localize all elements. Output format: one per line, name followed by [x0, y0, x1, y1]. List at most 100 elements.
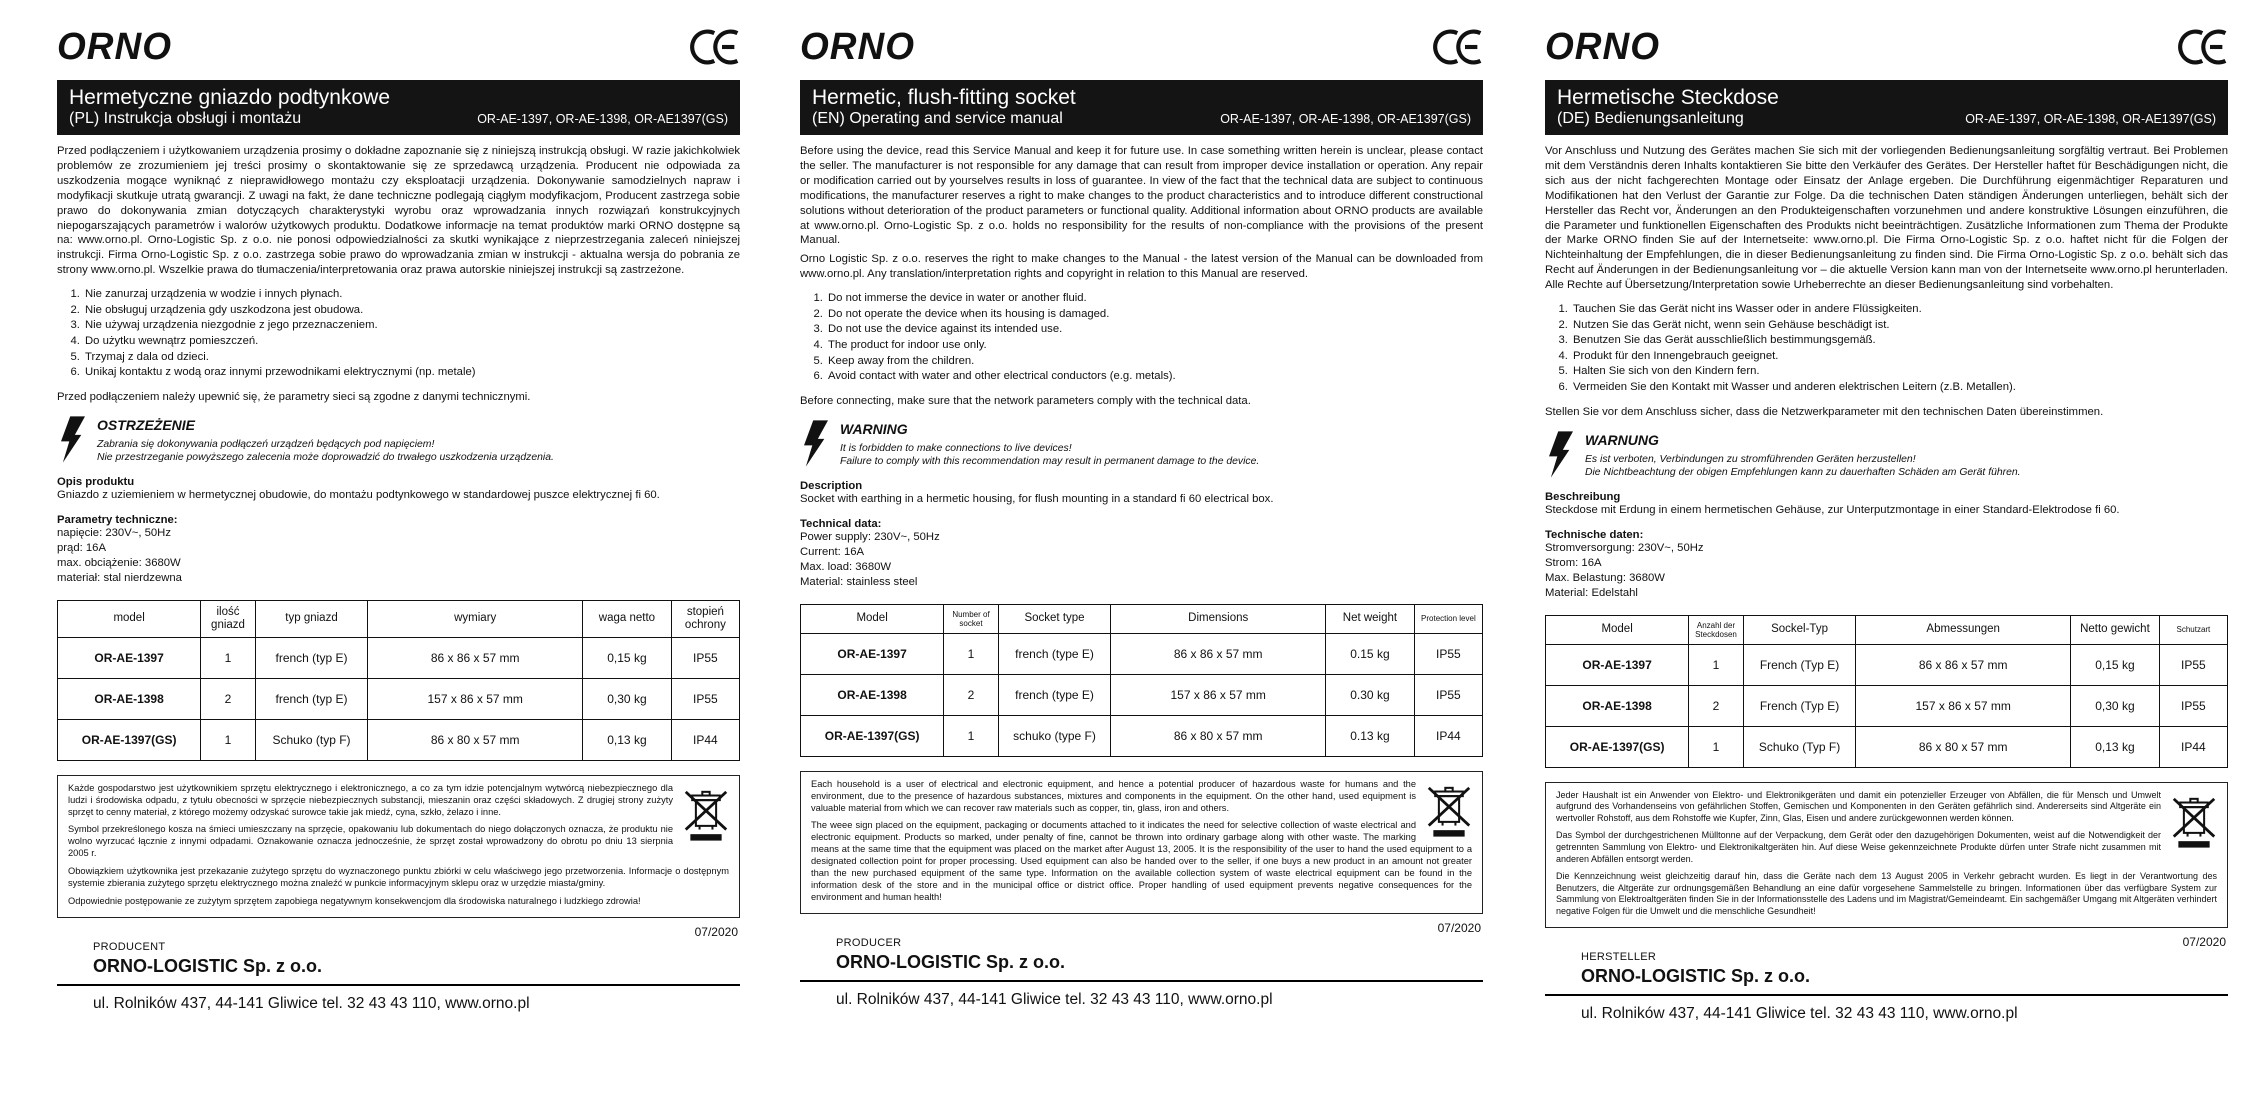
tech-line: Material: stainless steel — [800, 575, 918, 588]
table-header-row: model ilość gniazd typ gniazd wymiary wa… — [56, 599, 741, 638]
title-bar: Hermetische Steckdose (DE) Bedienungsanl… — [1545, 80, 2228, 135]
col-header: Number of socket — [943, 603, 999, 634]
table-row: OR-AE-1397(GS) 1 schuko (type F) 86 x 80… — [799, 714, 1484, 757]
rule-item: Nie obsługuj urządzenia gdy uszkodzona j… — [83, 303, 740, 319]
rule-item: Trzymaj z dala od dzieci. — [83, 350, 740, 366]
product-title: Hermetische Steckdose — [1557, 86, 1779, 109]
company-name: ORNO-LOGISTIC Sp. z o.o. — [93, 955, 322, 976]
col-header: Net weight — [1325, 603, 1415, 634]
ce-mark-icon — [1433, 29, 1482, 65]
rule-item: Do not use the device against its intend… — [826, 322, 1483, 338]
producer-footer: HERSTELLER ORNO-LOGISTIC Sp. z o.o. ul. … — [1545, 951, 2228, 1023]
weee-paragraph: Each household is a user of electrical a… — [811, 778, 1416, 813]
orno-logo: ORNO — [1545, 25, 1660, 68]
footer-divider — [57, 983, 740, 986]
ce-mark-icon — [2178, 29, 2227, 65]
rule-item: Nie używaj urządzenia niezgodnie z jego … — [83, 318, 740, 334]
tech-line: Current: 16A — [800, 546, 865, 559]
technical-heading: Technische daten: — [1545, 529, 1644, 542]
warning-line: Failure to comply with this recommendati… — [840, 456, 1260, 468]
col-header: stopień ochrony — [670, 599, 741, 638]
rule-item: Nie zanurzaj urządzenia w wodzie i innyc… — [83, 287, 740, 303]
weee-paragraph: The weee sign placed on the equipment, p… — [811, 820, 1472, 902]
warning-box: WARNUNG Es ist verboten, Verbindungen zu… — [1549, 430, 2228, 481]
lightning-bolt-icon — [61, 416, 85, 463]
producer-footer: PRODUCER ORNO-LOGISTIC Sp. z o.o. ul. Ro… — [800, 937, 1483, 1009]
table-row: OR-AE-1397(GS) 1 Schuko (typ F) 86 x 80 … — [56, 718, 741, 761]
table-row: OR-AE-1398 2 french (type E) 157 x 86 x … — [799, 673, 1484, 716]
warning-line: Zabrania się dokonywania podłączeń urząd… — [97, 438, 435, 450]
warning-line: Die Nichtbeachtung der obigen Empfehlung… — [1585, 467, 2021, 479]
col-header: waga netto — [582, 599, 672, 638]
col-header: Protection level — [1413, 603, 1484, 634]
rule-item: The product for indoor use only. — [826, 338, 1483, 354]
edition-date: 07/2020 — [2182, 934, 2226, 949]
table-row: OR-AE-1398 2 French (Typ E) 157 x 86 x 5… — [1544, 684, 2229, 727]
title-bar: Hermetic, flush-fitting socket (EN) Oper… — [800, 80, 1483, 135]
col-header: Sockel-Typ — [1742, 614, 1857, 645]
orno-logo: ORNO — [800, 25, 915, 68]
pre-warning-note: Before connecting, make sure that the ne… — [800, 394, 1251, 407]
company-address: ul. Rolników 437, 44-141 Gliwice tel. 32… — [93, 994, 530, 1012]
warning-title: WARNUNG — [1585, 431, 1659, 448]
rule-item: Do not immerse the device in water or an… — [826, 291, 1483, 307]
tech-line: Max. Belastung: 3680W — [1545, 571, 1665, 584]
spec-table: Model Anzahl der Steckdosen Sockel-Typ A… — [1544, 614, 2229, 768]
producer-footer: PRODUCENT ORNO-LOGISTIC Sp. z o.o. ul. R… — [57, 941, 740, 1013]
rule-item: Unikaj kontaktu z wodą oraz innymi przew… — [83, 365, 740, 381]
weee-paragraph: Jeder Haushalt ist ein Anwender von Elek… — [1556, 789, 2161, 823]
col-header: Schutzart — [2158, 614, 2229, 645]
table-header-row: Model Anzahl der Steckdosen Sockel-Typ A… — [1544, 614, 2229, 645]
tech-line: Strom: 16A — [1545, 556, 1602, 569]
model-numbers: OR-AE-1397, OR-AE-1398, OR-AE1397(GS) — [477, 112, 728, 126]
edition-date: 07/2020 — [694, 924, 738, 939]
intro-paragraph: Before using the device, read this Servi… — [800, 145, 1483, 247]
col-header: Anzahl der Steckdosen — [1688, 614, 1744, 645]
brand-row: ORNO — [1545, 22, 2228, 72]
weee-paragraph: Odpowiednie postępowanie ze zużytym sprz… — [68, 896, 641, 906]
manual-subtitle: (PL) Instrukcja obsługi i montażu — [69, 110, 302, 127]
rule-item: Do not operate the device when its housi… — [826, 307, 1483, 323]
weee-paragraph: Das Symbol der durchgestrichenen Müllton… — [1556, 830, 2161, 864]
col-header: Model — [1544, 614, 1690, 645]
lightning-bolt-icon — [1549, 430, 1573, 478]
producer-label: HERSTELLER — [1581, 950, 1657, 963]
manual-subtitle: (EN) Operating and service manual — [812, 110, 1063, 127]
technical-heading: Technical data: — [800, 518, 882, 531]
weee-notice-box: Każde gospodarstwo jest użytkownikiem sp… — [57, 774, 740, 918]
table-row: OR-AE-1397 1 French (Typ E) 86 x 86 x 57… — [1544, 643, 2229, 686]
rule-item: Nutzen Sie das Gerät nicht, wenn sein Ge… — [1571, 318, 2228, 334]
col-header: typ gniazd — [254, 599, 369, 638]
manual-subtitle: (DE) Bedienungsanleitung — [1557, 110, 1744, 127]
rule-item: Keep away from the children. — [826, 354, 1483, 370]
spec-table: model ilość gniazd typ gniazd wymiary wa… — [56, 599, 741, 761]
tech-line: Stromversorgung: 230V~, 50Hz — [1545, 542, 1704, 555]
tech-line: Material: Edelstahl — [1545, 586, 1638, 599]
rule-item: Produkt für den Innengebrauch geeignet. — [1571, 349, 2228, 365]
intro-paragraph: Vor Anschluss und Nutzung des Gerätes ma… — [1545, 145, 2228, 292]
weee-notice-box: Jeder Haushalt ist ein Anwender von Elek… — [1545, 781, 2228, 928]
description-heading: Opis produktu — [57, 476, 135, 489]
producer-label: PRODUCER — [836, 936, 902, 949]
rule-item: Halten Sie sich von den Kindern fern. — [1571, 364, 2228, 380]
weee-paragraph: Obowiązkiem użytkownika jest przekazanie… — [68, 866, 729, 889]
col-header: Socket type — [997, 603, 1112, 634]
rule-item: Tauchen Sie das Gerät nicht ins Wasser o… — [1571, 302, 2228, 318]
col-header: Abmessungen — [1855, 614, 2072, 645]
technical-heading: Parametry techniczne: — [57, 514, 178, 527]
company-name: ORNO-LOGISTIC Sp. z o.o. — [836, 951, 1065, 972]
tech-line: Max. load: 3680W — [800, 560, 892, 573]
intro-paragraph-2: Orno Logistic Sp. z o.o. reserves the ri… — [800, 253, 1483, 281]
description-heading: Beschreibung — [1545, 491, 1621, 504]
rule-item: Benutzen Sie das Gerät ausschließlich be… — [1571, 333, 2228, 349]
table-row: OR-AE-1398 2 french (typ E) 157 x 86 x 5… — [56, 677, 741, 720]
rule-item: Vermeiden Sie den Kontakt mit Wasser und… — [1571, 380, 2228, 396]
description-text: Steckdose mit Erdung in einem hermetisch… — [1545, 504, 2120, 517]
company-address: ul. Rolników 437, 44-141 Gliwice tel. 32… — [836, 990, 1273, 1008]
spec-table: Model Number of socket Socket type Dimen… — [799, 603, 1484, 757]
tech-line: Power supply: 230V~, 50Hz — [800, 531, 940, 544]
weee-crossed-bin-icon — [684, 790, 728, 841]
product-title: Hermetyczne gniazdo podtynkowe — [69, 86, 391, 109]
company-name: ORNO-LOGISTIC Sp. z o.o. — [1581, 965, 1810, 986]
